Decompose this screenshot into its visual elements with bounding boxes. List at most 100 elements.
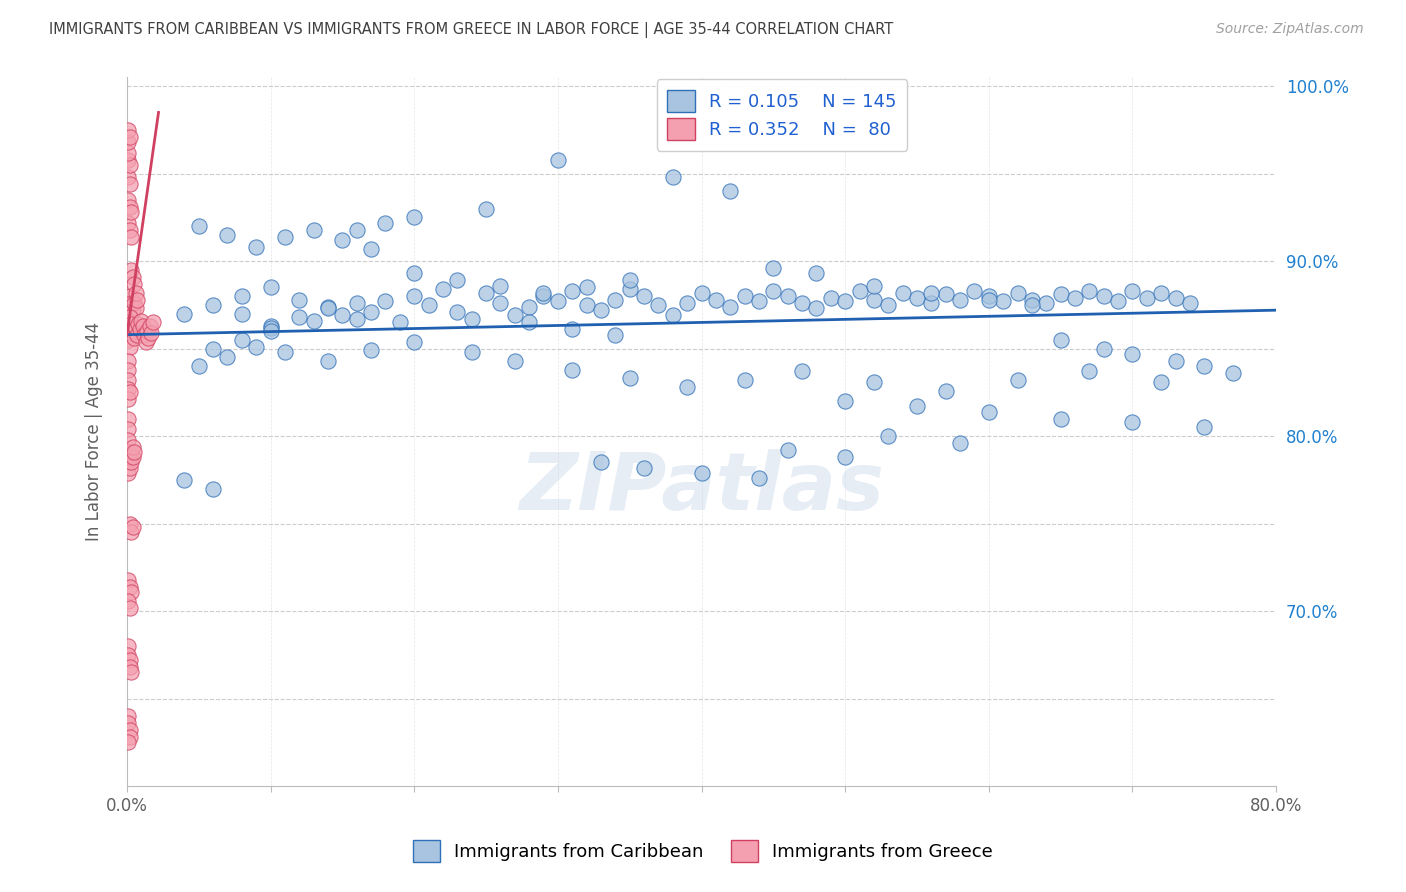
Point xyxy=(1164,291,1187,305)
Point xyxy=(117,709,139,723)
Point xyxy=(121,269,143,284)
Point xyxy=(517,315,540,329)
Point xyxy=(117,123,139,137)
Point xyxy=(790,364,813,378)
Point xyxy=(122,445,145,459)
Point xyxy=(935,287,957,301)
Point xyxy=(117,716,139,731)
Point xyxy=(118,222,141,236)
Point xyxy=(118,130,141,145)
Point xyxy=(120,445,142,459)
Point xyxy=(489,278,512,293)
Point xyxy=(1222,366,1244,380)
Point xyxy=(776,289,799,303)
Point xyxy=(589,303,612,318)
Point xyxy=(121,324,143,338)
Point xyxy=(125,327,148,342)
Point xyxy=(1064,291,1087,305)
Point xyxy=(949,436,972,450)
Point xyxy=(905,400,928,414)
Point xyxy=(619,273,641,287)
Point xyxy=(1007,373,1029,387)
Point xyxy=(316,354,339,368)
Point xyxy=(475,202,498,216)
Point xyxy=(676,380,699,394)
Point xyxy=(1049,287,1071,301)
Point xyxy=(118,516,141,531)
Point xyxy=(1107,294,1129,309)
Point xyxy=(117,333,139,347)
Point xyxy=(202,482,225,496)
Point xyxy=(187,219,209,234)
Point xyxy=(662,170,685,185)
Point xyxy=(118,450,141,465)
Point xyxy=(122,331,145,345)
Point xyxy=(460,312,482,326)
Point xyxy=(1194,420,1216,434)
Point xyxy=(503,354,526,368)
Point xyxy=(418,298,440,312)
Point xyxy=(762,284,785,298)
Point xyxy=(127,317,149,331)
Point xyxy=(117,362,139,376)
Point xyxy=(533,289,555,303)
Point xyxy=(117,193,139,207)
Point xyxy=(949,293,972,307)
Point xyxy=(118,200,141,214)
Text: Source: ZipAtlas.com: Source: ZipAtlas.com xyxy=(1216,22,1364,37)
Point xyxy=(863,293,886,307)
Point xyxy=(806,301,828,316)
Point xyxy=(877,298,900,312)
Point xyxy=(259,280,281,294)
Point xyxy=(605,293,627,307)
Point xyxy=(117,216,139,230)
Point xyxy=(619,282,641,296)
Point xyxy=(503,309,526,323)
Point xyxy=(118,580,141,594)
Point xyxy=(129,313,152,327)
Point xyxy=(575,298,598,312)
Point xyxy=(432,282,454,296)
Point xyxy=(117,573,139,587)
Point xyxy=(187,359,209,374)
Point xyxy=(117,593,139,607)
Point xyxy=(134,327,156,342)
Point xyxy=(662,309,685,323)
Point xyxy=(1007,285,1029,300)
Point xyxy=(446,273,468,287)
Point xyxy=(1092,289,1115,303)
Point xyxy=(332,233,354,247)
Point xyxy=(718,184,741,198)
Point xyxy=(118,177,141,191)
Point xyxy=(117,735,139,749)
Point xyxy=(690,285,713,300)
Point xyxy=(748,471,770,485)
Point xyxy=(302,222,325,236)
Point xyxy=(124,301,146,316)
Point xyxy=(605,327,627,342)
Point xyxy=(891,285,914,300)
Point xyxy=(704,293,727,307)
Point xyxy=(118,600,141,615)
Point xyxy=(374,294,396,309)
Point xyxy=(120,665,142,680)
Point xyxy=(120,525,142,540)
Point xyxy=(1121,347,1143,361)
Point xyxy=(834,294,856,309)
Point xyxy=(117,648,139,662)
Point xyxy=(676,296,699,310)
Point xyxy=(561,284,583,298)
Point xyxy=(360,305,382,319)
Point xyxy=(575,280,598,294)
Point xyxy=(1078,364,1101,378)
Point xyxy=(1121,415,1143,429)
Point xyxy=(517,300,540,314)
Point xyxy=(274,345,297,359)
Point xyxy=(877,429,900,443)
Point xyxy=(374,216,396,230)
Point xyxy=(404,267,426,281)
Point xyxy=(834,450,856,465)
Point xyxy=(117,354,139,368)
Point xyxy=(120,585,142,599)
Point xyxy=(1136,291,1159,305)
